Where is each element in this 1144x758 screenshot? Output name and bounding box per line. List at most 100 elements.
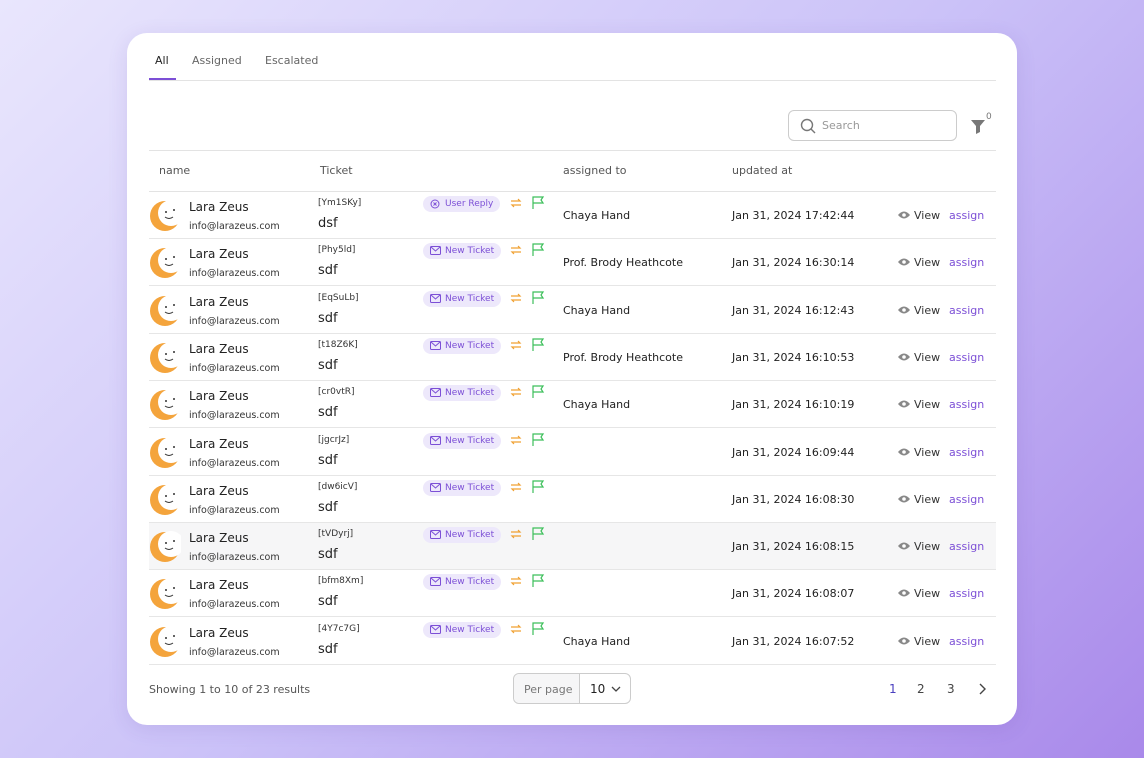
page-link[interactable]: 1 bbox=[889, 682, 897, 696]
view-icon bbox=[898, 448, 910, 455]
view-icon bbox=[898, 542, 910, 550]
escalate-flag[interactable] bbox=[531, 290, 545, 305]
customer-email: info@larazeus.com bbox=[189, 268, 280, 280]
status-badge: New Ticket bbox=[423, 385, 502, 402]
escalate-flag[interactable] bbox=[531, 432, 545, 447]
page-link[interactable]: 3 bbox=[947, 682, 955, 696]
ticket-subject: sdf bbox=[318, 452, 338, 468]
escalate-flag[interactable] bbox=[531, 243, 545, 257]
ticket-row[interactable]: Lara Zeus info@larazeus.com [t18Z6K] sdf New… bbox=[149, 334, 996, 381]
view-link[interactable]: View bbox=[914, 540, 941, 554]
assign-link[interactable]: assign bbox=[949, 398, 985, 412]
view-link[interactable]: View bbox=[914, 492, 941, 506]
customer-email: info@larazeus.com bbox=[189, 504, 280, 516]
transfer-icon[interactable] bbox=[510, 339, 522, 351]
escalate-flag[interactable] bbox=[531, 527, 545, 541]
view-icon bbox=[898, 637, 910, 645]
avatar bbox=[150, 483, 181, 515]
page-link[interactable]: 2 bbox=[917, 682, 925, 696]
status-badge: User Reply bbox=[423, 196, 501, 212]
tab[interactable]: Escalated bbox=[265, 54, 319, 67]
transfer-icon[interactable] bbox=[510, 244, 522, 256]
ticket-id: [Phy5ld] bbox=[318, 245, 356, 256]
status-text: New Ticket bbox=[445, 530, 495, 541]
status-text: New Ticket bbox=[445, 624, 495, 635]
assigned-to: Prof. Brody Heathcote bbox=[563, 350, 683, 364]
tab[interactable]: All bbox=[155, 54, 169, 67]
transfer-icon[interactable] bbox=[510, 528, 522, 540]
escalate-flag[interactable] bbox=[531, 622, 545, 636]
view-link[interactable]: View bbox=[914, 445, 941, 459]
updated-at: Jan 31, 2024 16:08:07 bbox=[732, 587, 855, 601]
updated-at: Jan 31, 2024 16:10:53 bbox=[732, 350, 855, 364]
view-link[interactable]: View bbox=[914, 209, 941, 222]
assign-link[interactable]: assign bbox=[949, 350, 985, 364]
view-link[interactable]: View bbox=[914, 350, 941, 364]
ticket-row[interactable]: Lara Zeus info@larazeus.com [EqSuLb] sdf New… bbox=[149, 287, 996, 334]
escalate-flag[interactable] bbox=[531, 196, 545, 210]
ticket-row[interactable]: Lara Zeus info@larazeus.com [Phy5ld] sdf New… bbox=[149, 239, 996, 287]
ticket-row[interactable]: Lara Zeus info@larazeus.com [bfm8Xm] sdf New… bbox=[149, 570, 996, 618]
tab[interactable]: Assigned bbox=[192, 54, 242, 67]
assign-link[interactable]: assign bbox=[949, 303, 985, 317]
assign-link[interactable]: assign bbox=[949, 540, 985, 554]
escalate-flag[interactable] bbox=[531, 574, 545, 588]
ticket-id: [bfm8Xm] bbox=[318, 576, 364, 587]
assign-link[interactable]: assign bbox=[949, 209, 985, 222]
ticket-subject: sdf bbox=[318, 357, 338, 373]
ticket-row[interactable]: Lara Zeus info@larazeus.com [jgcrJz] sdf New… bbox=[149, 429, 996, 476]
escalate-flag[interactable] bbox=[531, 338, 545, 352]
assign-link[interactable]: assign bbox=[949, 445, 985, 459]
assigned-to: Prof. Brody Heathcote bbox=[563, 256, 683, 270]
view-link[interactable]: View bbox=[914, 303, 941, 317]
status-text: New Ticket bbox=[445, 246, 495, 257]
transfer-icon[interactable] bbox=[510, 623, 522, 635]
search-placeholder: Search bbox=[822, 119, 860, 132]
search-box[interactable]: Search bbox=[788, 110, 957, 141]
status-text: New Ticket bbox=[445, 388, 495, 399]
view-link[interactable]: View bbox=[914, 634, 941, 648]
transfer-icon[interactable] bbox=[510, 481, 522, 493]
ticket-row[interactable]: Lara Zeus info@larazeus.com [dw6icV] sdf New… bbox=[149, 476, 996, 523]
assign-link[interactable]: assign bbox=[949, 634, 985, 648]
transfer-icon[interactable] bbox=[510, 575, 522, 587]
ticket-row[interactable]: Lara Zeus info@larazeus.com [cr0vtR] sdf New… bbox=[149, 381, 996, 429]
avatar bbox=[150, 436, 181, 468]
transfer-icon[interactable] bbox=[510, 434, 522, 446]
per-page-select[interactable]: Per page 10 bbox=[513, 673, 631, 704]
view-link[interactable]: View bbox=[914, 398, 941, 412]
divider bbox=[149, 80, 996, 81]
transfer-icon[interactable] bbox=[510, 197, 522, 209]
assign-link[interactable]: assign bbox=[949, 256, 985, 270]
customer-name: Lara Zeus bbox=[189, 531, 249, 546]
assign-link[interactable]: assign bbox=[949, 587, 985, 601]
column-header: assigned to bbox=[563, 164, 627, 177]
escalate-flag[interactable] bbox=[531, 385, 545, 399]
next-page[interactable] bbox=[978, 683, 986, 695]
status-text: User Reply bbox=[445, 199, 494, 209]
divider bbox=[149, 191, 996, 192]
assign-link[interactable]: assign bbox=[949, 492, 985, 506]
view-link[interactable]: View bbox=[914, 256, 941, 270]
transfer-icon[interactable] bbox=[510, 386, 522, 398]
status-text: New Ticket bbox=[445, 340, 495, 351]
customer-email: info@larazeus.com bbox=[189, 221, 280, 232]
ticket-subject: sdf bbox=[318, 594, 338, 610]
ticket-row[interactable]: Lara Zeus info@larazeus.com [4Y7c7G] sdf New… bbox=[149, 618, 996, 665]
status-badge: New Ticket bbox=[423, 621, 502, 638]
updated-at: Jan 31, 2024 16:08:30 bbox=[732, 492, 855, 506]
updated-at: Jan 31, 2024 17:42:44 bbox=[732, 209, 855, 222]
assigned-to: Chaya Hand bbox=[563, 634, 631, 648]
status-badge: New Ticket bbox=[423, 337, 502, 354]
transfer-icon[interactable] bbox=[510, 292, 522, 304]
ticket-id: [dw6icV] bbox=[318, 481, 358, 492]
ticket-row[interactable]: Lara Zeus info@larazeus.com [tVDyrj] sdf New… bbox=[149, 523, 996, 571]
avatar bbox=[150, 200, 181, 231]
escalate-flag[interactable] bbox=[531, 480, 545, 494]
view-link[interactable]: View bbox=[914, 587, 941, 601]
filter-icon[interactable] bbox=[970, 118, 986, 134]
ticket-row[interactable]: Lara Zeus info@larazeus.com [Ym1SKy] dsf Use… bbox=[149, 192, 996, 239]
assigned-to: Chaya Hand bbox=[563, 398, 631, 412]
column-header: updated at bbox=[732, 164, 793, 177]
